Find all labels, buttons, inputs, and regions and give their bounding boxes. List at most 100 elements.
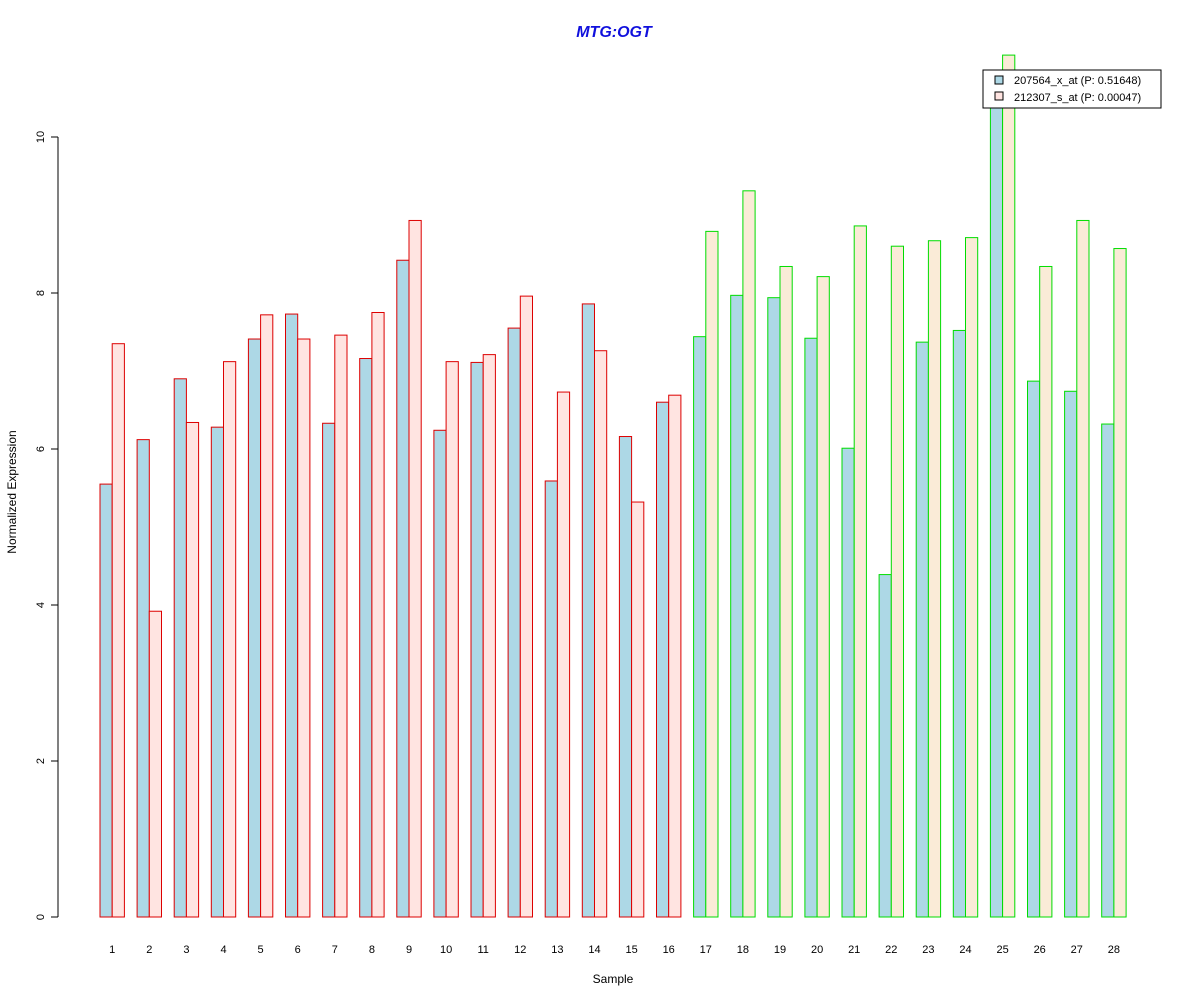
bar-sample-13-series-1 [544, 480, 558, 918]
x-tick-label: 2 [146, 944, 152, 956]
bar-sample-20-series-2 [816, 276, 830, 918]
bar-sample-18-series-2 [742, 190, 756, 918]
x-tick-label: 18 [737, 944, 749, 956]
bar-sample-26-series-2 [1039, 265, 1053, 918]
bar-sample-28-series-1 [1101, 423, 1115, 918]
bar-sample-17-series-2 [705, 230, 719, 918]
bar-sample-7-series-2 [334, 334, 348, 918]
bar-sample-17-series-1 [693, 336, 707, 918]
x-tick-label: 24 [959, 944, 971, 956]
bar-sample-14-series-1 [581, 303, 595, 918]
bar-sample-6-series-2 [297, 338, 311, 918]
bar-sample-20-series-1 [804, 337, 818, 918]
bar-sample-27-series-2 [1076, 219, 1090, 918]
bar-sample-1-series-2 [111, 343, 125, 918]
bar-sample-2-series-1 [136, 439, 150, 918]
y-tick-label: 8 [35, 290, 47, 296]
bar-sample-15-series-1 [618, 436, 633, 918]
bar-sample-2-series-2 [148, 610, 163, 918]
bar-sample-7-series-1 [322, 422, 336, 918]
bar-sample-4-series-2 [223, 361, 237, 918]
bar-sample-27-series-1 [1064, 390, 1078, 918]
x-tick-label: 22 [885, 944, 897, 956]
bar-sample-19-series-1 [767, 297, 781, 918]
x-tick-label: 21 [848, 944, 860, 956]
bar-sample-9-series-1 [396, 259, 410, 918]
bar-sample-4-series-1 [210, 426, 225, 918]
bar-sample-3-series-2 [185, 421, 200, 918]
legend: 207564_x_at (P: 0.51648) 212307_s_at (P:… [982, 69, 1162, 109]
bar-sample-12-series-2 [519, 295, 533, 918]
legend-label: 212307_s_at (P: 0.00047) [1014, 92, 1141, 104]
x-tick-label: 20 [811, 944, 823, 956]
x-tick-label: 3 [183, 944, 189, 956]
bar-sample-10-series-2 [445, 361, 459, 918]
y-tick-label: 2 [35, 758, 47, 764]
bar-sample-28-series-2 [1113, 248, 1127, 918]
bar-sample-1-series-1 [99, 483, 113, 918]
y-axis: 0 2 4 6 8 10 [35, 131, 59, 920]
bar-sample-19-series-2 [779, 265, 793, 918]
bar-sample-14-series-2 [594, 350, 608, 918]
bar-sample-12-series-1 [507, 327, 521, 918]
bar-sample-6-series-1 [285, 313, 299, 918]
x-tick-label: 23 [922, 944, 934, 956]
x-tick-label: 10 [440, 944, 452, 956]
y-tick-label: 10 [35, 131, 47, 143]
bar-sample-21-series-1 [841, 447, 855, 918]
x-tick-label: 19 [774, 944, 786, 956]
x-tick-label: 26 [1034, 944, 1046, 956]
bar-sample-3-series-1 [173, 378, 187, 918]
x-tick-label: 27 [1071, 944, 1083, 956]
x-tick-label: 25 [996, 944, 1008, 956]
x-tick-labels: 1 2 3 4 5 6 7 8 9 10 11 12 13 14 15 16 17 18 19 20 21 22 23 24 2… [109, 944, 1120, 956]
x-tick-label: 6 [295, 944, 301, 956]
x-tick-label: 8 [369, 944, 375, 956]
x-tick-label: 7 [332, 944, 338, 956]
bar-sample-10-series-1 [433, 429, 447, 918]
x-tick-label: 4 [220, 944, 226, 956]
bar-sample-24-series-2 [965, 237, 979, 918]
bar-sample-8-series-2 [371, 312, 385, 918]
x-tick-label: 28 [1108, 944, 1120, 956]
x-tick-label: 17 [700, 944, 712, 956]
legend-box [982, 69, 1162, 109]
bar-sample-16-series-2 [668, 394, 682, 918]
bar-sample-24-series-1 [952, 329, 966, 918]
bar-sample-11-series-2 [482, 354, 496, 918]
bar-sample-5-series-2 [260, 314, 274, 918]
chart-title: MTG:OGT [576, 24, 653, 41]
bar-sample-18-series-1 [730, 294, 744, 918]
bar-sample-25-series-1 [989, 97, 1004, 918]
bar-sample-9-series-2 [408, 219, 422, 918]
legend-swatch [994, 91, 1004, 101]
x-tick-label: 1 [109, 944, 115, 956]
bars [99, 54, 1127, 918]
x-axis-label: Sample [593, 972, 634, 986]
x-tick-label: 9 [406, 944, 412, 956]
y-tick-label: 0 [35, 914, 47, 920]
x-tick-label: 11 [477, 944, 488, 956]
bar-sample-8-series-1 [359, 358, 373, 918]
x-tick-label: 12 [514, 944, 526, 956]
bar-sample-22-series-1 [878, 574, 892, 918]
x-tick-label: 14 [588, 944, 600, 956]
x-tick-label: 5 [258, 944, 264, 956]
bar-sample-23-series-1 [915, 341, 929, 918]
y-tick-label: 4 [35, 602, 47, 608]
bar-sample-15-series-2 [631, 501, 645, 918]
x-tick-label: 15 [625, 944, 637, 956]
bar-sample-11-series-1 [470, 361, 484, 918]
legend-swatch [994, 75, 1004, 85]
bar-sample-5-series-1 [247, 338, 262, 918]
legend-label: 207564_x_at (P: 0.51648) [1014, 75, 1141, 87]
y-tick-label: 6 [35, 446, 47, 452]
bar-sample-21-series-2 [853, 225, 867, 918]
bar-sample-16-series-1 [656, 401, 670, 918]
bar-sample-25-series-2 [1002, 54, 1016, 918]
bar-sample-13-series-2 [556, 391, 571, 918]
x-tick-label: 16 [663, 944, 675, 956]
bar-sample-22-series-2 [890, 245, 904, 918]
y-axis-label: Normalized Expression [5, 430, 19, 553]
